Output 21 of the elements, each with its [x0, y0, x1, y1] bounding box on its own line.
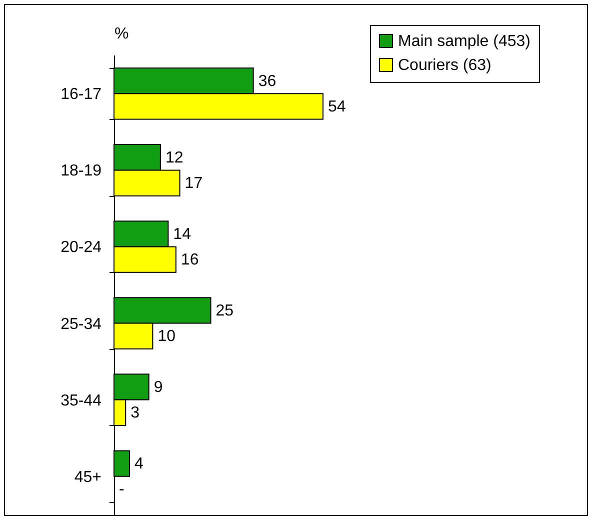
data-label: 3	[130, 404, 140, 422]
y-tick-label: 25-34	[60, 316, 102, 333]
data-label: 9	[154, 378, 163, 396]
x-axis-title: %	[114, 26, 129, 42]
legend-label: Main sample (453)	[398, 33, 530, 50]
y-tick-label: 18-19	[60, 162, 102, 180]
text: -	[119, 481, 124, 498]
y-tick-label: 35-44	[60, 392, 102, 410]
data-label: 14	[173, 226, 192, 243]
data-label: 4	[134, 456, 144, 473]
data-label: 54	[328, 98, 346, 116]
y-tick-label: 20-24	[60, 239, 102, 256]
legend-label: Couriers (63)	[398, 57, 492, 74]
data-label: 25	[216, 302, 234, 320]
data-label: 16	[180, 252, 199, 269]
data-label: 10	[158, 328, 176, 346]
data-label: 12	[165, 149, 184, 166]
data-label: 17	[184, 175, 203, 192]
y-tick-label: 45+	[74, 468, 102, 486]
data-label: 36	[258, 72, 276, 90]
y-tick-label: 16-17	[60, 86, 102, 104]
